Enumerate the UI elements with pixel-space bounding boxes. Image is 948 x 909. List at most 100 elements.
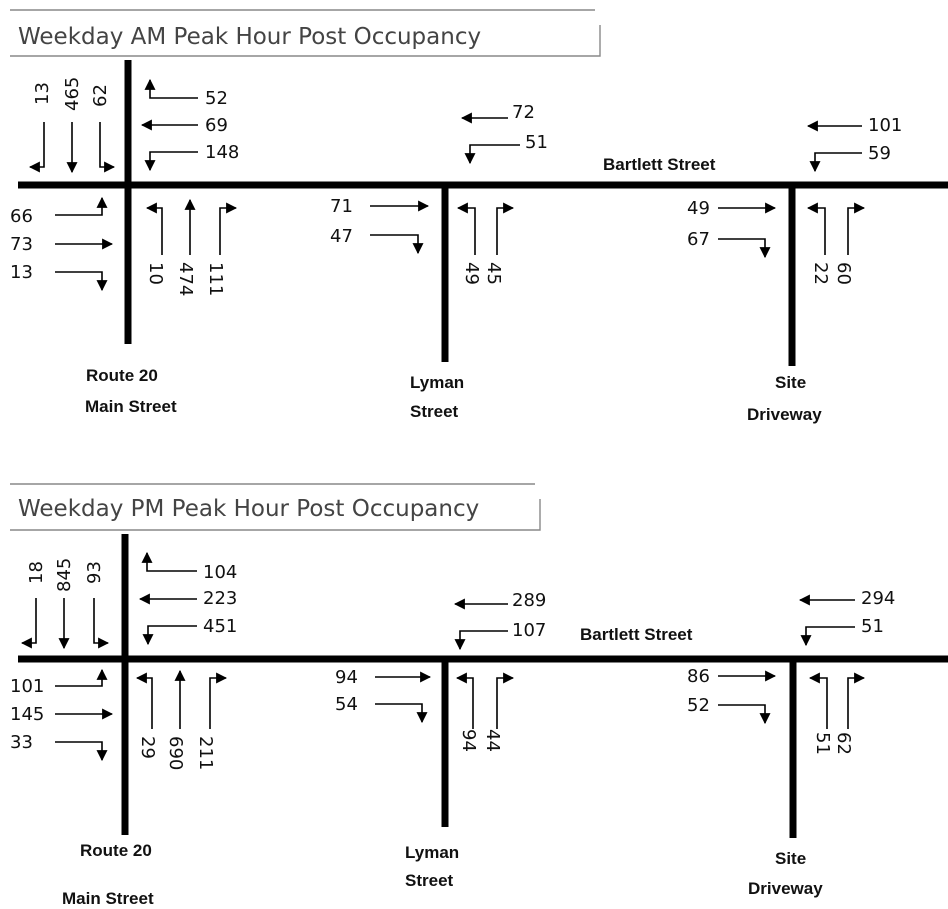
- lyman-wb-left-arrow: [464, 144, 520, 165]
- sb-right-volume: 93: [84, 561, 105, 584]
- site-nb-right-volume: 60: [833, 262, 854, 285]
- eb-left-arrow: [55, 196, 108, 216]
- eb-left-volume: 101: [10, 676, 44, 697]
- sb-thru-volume: 465: [62, 77, 83, 111]
- pm-panel: Weekday PM Peak Hour Post Occupancy 18 8…: [10, 483, 948, 908]
- wb-left-arrow: [144, 151, 198, 172]
- main-street-label: Main Street: [62, 889, 154, 908]
- lyman-eb-thru-volume: 71: [330, 196, 353, 217]
- site-wb-thru-volume: 101: [868, 115, 902, 136]
- lyman-eb-right-volume: 47: [330, 226, 353, 247]
- driveway-label: Driveway: [748, 879, 823, 898]
- lyman-nb-left-arrow: [456, 202, 476, 255]
- sb-thru-volume: 845: [54, 558, 75, 592]
- wb-right-arrow: [144, 78, 198, 99]
- eb-left-arrow: [55, 668, 108, 687]
- eb-left-volume: 66: [10, 206, 33, 227]
- site-wb-left-arrow: [809, 152, 862, 173]
- site-nb-left-arrow: [806, 202, 826, 255]
- lyman-eb-thru-volume: 94: [335, 667, 358, 688]
- driveway-label: Driveway: [747, 405, 822, 424]
- site-nb-right-volume: 62: [833, 732, 854, 755]
- wb-left-volume: 148: [205, 142, 239, 163]
- eb-right-volume: 13: [10, 262, 33, 283]
- site-nb-right-arrow: [847, 202, 866, 255]
- route20-eastbound: 101 145 33: [10, 668, 114, 762]
- lyman-intersection: 289 107 94 54 94 44: [335, 590, 546, 752]
- site-nb-left-arrow: [808, 672, 828, 729]
- site-label: Site: [775, 849, 806, 868]
- lyman-nb-left-arrow: [455, 672, 474, 729]
- nb-left-arrow: [145, 202, 163, 255]
- sb-right-volume: 62: [90, 84, 111, 107]
- site-wb-left-volume: 59: [868, 143, 891, 164]
- sb-right-arrow: [93, 598, 110, 649]
- route-20-label: Route 20: [86, 366, 158, 385]
- site-eb-thru-volume: 86: [687, 666, 710, 687]
- lyman-eb-right-arrow: [370, 234, 424, 255]
- sb-left-volume: 18: [26, 561, 47, 584]
- eb-thru-volume: 73: [10, 234, 33, 255]
- lyman-label: Lyman: [410, 373, 464, 392]
- route20-westbound: 52 69 148: [140, 78, 239, 172]
- lyman-intersection: 72 51 71 47 49 45: [330, 102, 548, 285]
- site-wb-thru-volume: 294: [861, 588, 895, 609]
- lyman-wb-thru-volume: 289: [512, 590, 546, 611]
- sb-right-arrow: [99, 122, 116, 173]
- nb-right-arrow: [209, 672, 228, 729]
- site-driveway-intersection: 294 51 86 52 51 62: [687, 588, 895, 755]
- lyman-street-label: Street: [410, 402, 459, 421]
- am-panel: Weekday AM Peak Hour Post Occupancy 13 4…: [10, 9, 948, 424]
- route20-northbound: 29 690 211: [135, 669, 228, 770]
- wb-thru-volume: 223: [203, 588, 237, 609]
- panel-title: Weekday AM Peak Hour Post Occupancy: [18, 24, 481, 50]
- site-nb-left-volume: 51: [812, 732, 833, 755]
- route20-eastbound: 66 73 13: [10, 196, 114, 292]
- lyman-street-label: Street: [405, 871, 454, 890]
- route20-southbound: 18 845 93: [20, 558, 110, 650]
- bartlett-street-label: Bartlett Street: [603, 155, 716, 174]
- lyman-nb-right-volume: 44: [482, 729, 503, 752]
- site-wb-left-arrow: [800, 626, 855, 647]
- sb-left-arrow: [28, 122, 45, 173]
- lyman-wb-thru-volume: 72: [512, 102, 535, 123]
- lyman-nb-left-volume: 94: [458, 729, 479, 752]
- nb-left-volume: 29: [137, 736, 158, 759]
- lyman-nb-right-arrow: [496, 672, 515, 729]
- site-eb-right-arrow: [718, 704, 771, 725]
- site-eb-right-volume: 67: [687, 229, 710, 250]
- site-driveway-intersection: 101 59 49 67 22 60: [687, 115, 902, 285]
- route-20-label: Route 20: [80, 841, 152, 860]
- lyman-nb-left-volume: 49: [461, 262, 482, 285]
- site-nb-left-volume: 22: [810, 262, 831, 285]
- site-wb-left-volume: 51: [861, 616, 884, 637]
- lyman-wb-left-volume: 51: [525, 132, 548, 153]
- site-eb-thru-volume: 49: [687, 198, 710, 219]
- wb-right-volume: 104: [203, 562, 237, 583]
- lyman-eb-right-volume: 54: [335, 694, 358, 715]
- wb-right-arrow: [141, 551, 197, 572]
- route20-westbound: 104 223 451: [138, 551, 237, 646]
- site-eb-right-arrow: [718, 238, 771, 259]
- lyman-nb-right-volume: 45: [483, 262, 504, 285]
- nb-right-volume: 111: [205, 262, 226, 296]
- lyman-wb-left-arrow: [454, 630, 508, 651]
- eb-right-arrow: [55, 741, 108, 762]
- lyman-wb-left-volume: 107: [512, 620, 546, 641]
- site-nb-right-arrow: [847, 672, 866, 729]
- nb-left-arrow: [135, 672, 153, 729]
- lyman-eb-right-arrow: [375, 703, 428, 724]
- eb-right-volume: 33: [10, 732, 33, 753]
- wb-left-arrow: [142, 625, 197, 646]
- wb-right-volume: 52: [205, 88, 228, 109]
- nb-left-volume: 10: [145, 262, 166, 285]
- lyman-nb-right-arrow: [496, 202, 515, 255]
- panel-title: Weekday PM Peak Hour Post Occupancy: [18, 496, 479, 522]
- sb-left-arrow: [20, 598, 37, 649]
- site-label: Site: [775, 373, 806, 392]
- eb-right-arrow: [55, 271, 108, 292]
- nb-right-arrow: [219, 202, 238, 255]
- nb-thru-volume: 474: [175, 262, 196, 296]
- bartlett-street-label: Bartlett Street: [580, 625, 693, 644]
